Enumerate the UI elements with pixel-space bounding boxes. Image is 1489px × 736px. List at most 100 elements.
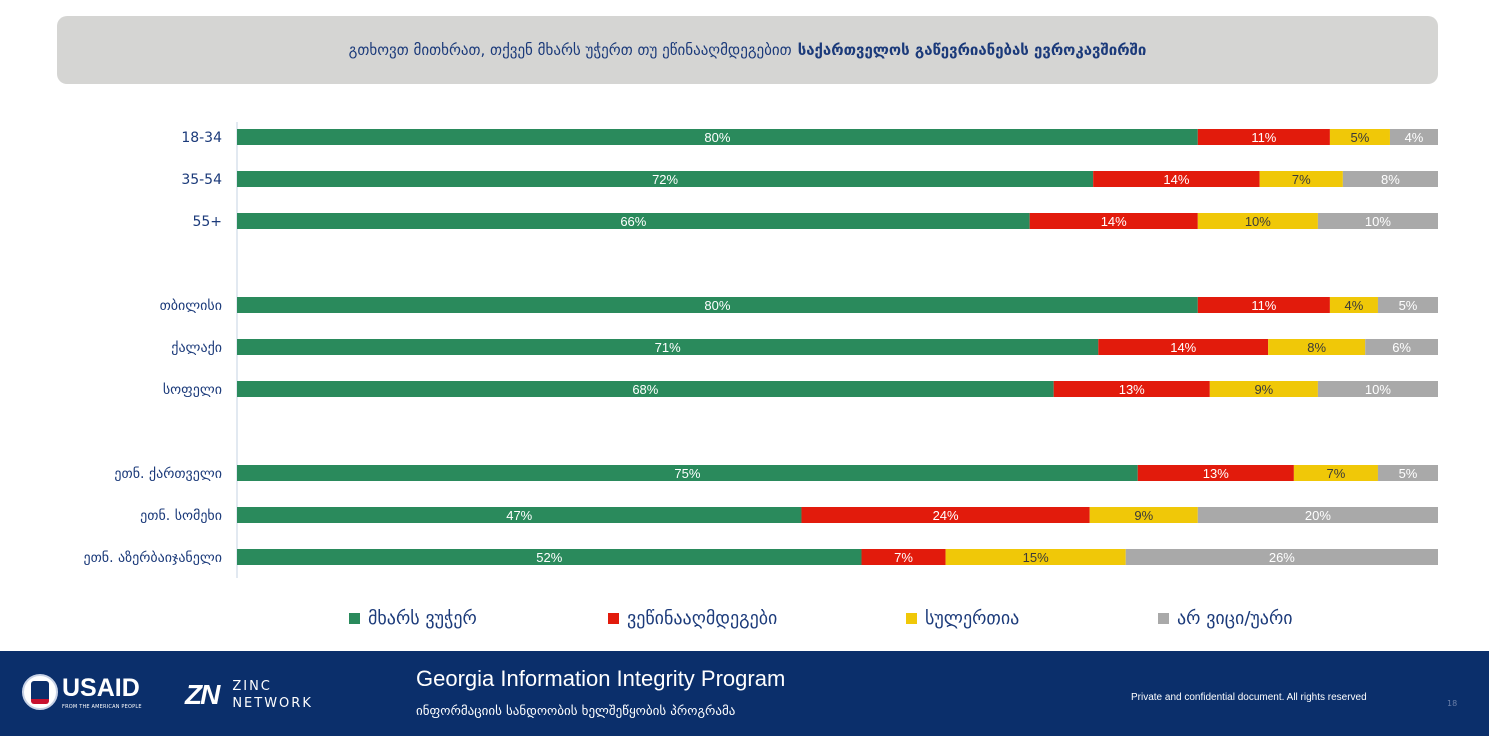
- data-label: 7%: [1327, 466, 1346, 481]
- bar-segment: [1197, 213, 1318, 229]
- usaid-wordmark: USAID: [62, 674, 140, 702]
- usaid-tagline: FROM THE AMERICAN PEOPLE: [62, 704, 142, 710]
- data-label: 20%: [1305, 508, 1331, 523]
- category-label: სოფელი: [163, 382, 222, 398]
- category-label: თბილისი: [160, 298, 222, 314]
- data-label: 13%: [1119, 382, 1145, 397]
- data-label: 7%: [894, 550, 913, 565]
- data-label: 75%: [674, 466, 700, 481]
- data-label: 7%: [1292, 172, 1311, 187]
- bar-segment: [237, 465, 1138, 481]
- stacked-bar-chart: 18-34 80% 11% 5% 4% 35-54 72% 14% 7% 8% 55+ 66% 14% 1…: [83, 122, 1438, 578]
- category-label: 35-54: [181, 172, 222, 188]
- data-label: 24%: [933, 508, 959, 523]
- chart-title: გთხოვთ მითხრათ, თქვენ მხარს უჭერთ თუ ეწი…: [57, 16, 1438, 84]
- data-label: 15%: [1023, 550, 1049, 565]
- bar-segment: [1317, 381, 1438, 397]
- data-label: 9%: [1134, 508, 1153, 523]
- data-label: 8%: [1381, 172, 1400, 187]
- bar-segment: [1137, 465, 1294, 481]
- data-label: 26%: [1269, 550, 1295, 565]
- legend-label: სულერთია: [925, 608, 1020, 629]
- category-label: 18-34: [181, 130, 222, 146]
- bar-segment: [237, 213, 1030, 229]
- bar-segment: [1197, 507, 1438, 523]
- bar-segment: [237, 507, 802, 523]
- bar-segment: [1329, 297, 1378, 313]
- zinc-network-logo: ZN ZINC NETWORK: [185, 678, 313, 712]
- data-label: 80%: [704, 130, 730, 145]
- bar-segment: [1342, 171, 1438, 187]
- data-label: 14%: [1170, 340, 1196, 355]
- bar-segment: [237, 297, 1198, 313]
- data-label: 11%: [1251, 298, 1276, 313]
- bar-segment: [1093, 171, 1260, 187]
- zinc-mark-icon: ZN: [185, 679, 220, 710]
- bar-segment: [237, 171, 1094, 187]
- bar-segment: [801, 507, 1090, 523]
- bar-segment: [1053, 381, 1210, 397]
- bar-segment: [237, 129, 1198, 145]
- program-title-en: Georgia Information Integrity Program: [416, 666, 786, 691]
- bar-segment: [1377, 297, 1438, 313]
- legend-item: არ ვიცი/უარი: [1158, 608, 1293, 629]
- bar-segment: [1029, 213, 1198, 229]
- legend-label: არ ვიცი/უარი: [1177, 608, 1293, 629]
- data-label: 10%: [1245, 214, 1271, 229]
- legend-label: ვეწინააღმდეგები: [627, 608, 778, 629]
- category-label: ეთნ. ქართველი: [114, 465, 222, 482]
- data-label: 71%: [655, 340, 681, 355]
- bar-segment: [1098, 339, 1269, 355]
- bar-segment: [237, 549, 862, 565]
- legend-swatch: [349, 613, 360, 624]
- data-label: 5%: [1399, 466, 1418, 481]
- bar-segment: [945, 549, 1126, 565]
- category-label: ქალაქი: [171, 340, 222, 356]
- legend-item: მხარს ვუჭერ: [349, 608, 477, 629]
- bar-segment: [1365, 339, 1438, 355]
- data-label: 5%: [1399, 298, 1418, 313]
- bar-segment: [1197, 129, 1330, 145]
- data-label: 11%: [1251, 130, 1276, 145]
- page-number: 18: [1447, 699, 1458, 708]
- confidential-note: Private and confidential document. All r…: [1131, 692, 1367, 703]
- legend-swatch: [608, 613, 619, 624]
- footer: USAID FROM THE AMERICAN PEOPLE ZN ZINC N…: [0, 651, 1489, 736]
- legend-item: სულერთია: [906, 608, 1019, 629]
- data-label: 4%: [1405, 130, 1424, 145]
- category-label: ეთნ. სომეხი: [140, 508, 222, 524]
- data-label: 6%: [1392, 340, 1411, 355]
- data-label: 80%: [704, 298, 730, 313]
- bar-segment: [1125, 549, 1438, 565]
- title-regular: გთხოვთ მითხრათ, თქვენ მხარს უჭერთ თუ ეწი…: [348, 41, 792, 59]
- legend-item: ვეწინააღმდეგები: [608, 608, 777, 629]
- data-label: 72%: [652, 172, 678, 187]
- zinc-line2: NETWORK: [232, 696, 313, 711]
- category-label: ეთნ. აზერბაიჯანელი: [83, 549, 222, 566]
- bar-segment: [1209, 381, 1318, 397]
- bar-segment: [1268, 339, 1366, 355]
- usaid-logo: USAID FROM THE AMERICAN PEOPLE: [22, 673, 142, 711]
- data-label: 14%: [1101, 214, 1127, 229]
- zinc-line1: ZINC: [232, 679, 272, 694]
- legend-swatch: [906, 613, 917, 624]
- category-label: 55+: [192, 214, 222, 230]
- bar-segment: [1197, 297, 1330, 313]
- data-label: 68%: [632, 382, 658, 397]
- data-label: 52%: [536, 550, 562, 565]
- legend-swatch: [1158, 613, 1169, 624]
- data-label: 9%: [1254, 382, 1273, 397]
- bar-segment: [1293, 465, 1378, 481]
- title-bold: საქართველოს გაწევრიანებას ევროკავშირში: [797, 41, 1147, 59]
- bar-segment: [237, 381, 1054, 397]
- bar-segment: [1317, 213, 1438, 229]
- bar-segment: [1329, 129, 1390, 145]
- bar-segment: [1259, 171, 1343, 187]
- legend: მხარს ვუჭერ ვეწინააღმდეგები სულერთია არ ვიც…: [0, 608, 1489, 634]
- data-label: 8%: [1307, 340, 1326, 355]
- bar-segment: [1377, 465, 1438, 481]
- bar-segment: [237, 339, 1099, 355]
- data-label: 10%: [1365, 382, 1391, 397]
- data-label: 4%: [1345, 298, 1364, 313]
- data-label: 66%: [620, 214, 646, 229]
